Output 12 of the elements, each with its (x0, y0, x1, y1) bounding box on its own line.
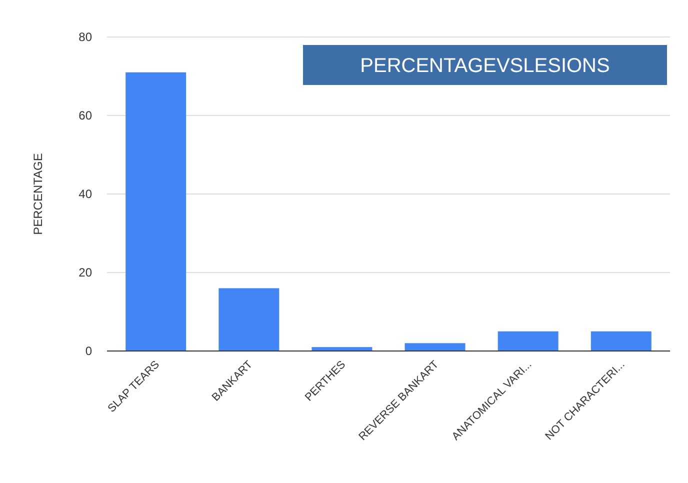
y-tick-label: 40 (78, 187, 92, 202)
y-tick-label: 60 (78, 108, 92, 123)
y-tick-label: 20 (78, 266, 92, 280)
bar (590, 331, 652, 351)
bar (218, 288, 280, 351)
bar (126, 72, 186, 351)
y-tick-label: 0 (85, 344, 92, 358)
text: PERCENTAGEVSLESIONS (360, 55, 610, 77)
bar (498, 331, 558, 351)
y-tick-label: 80 (78, 30, 92, 44)
y-axis-title: PERCENTAGE (31, 153, 45, 235)
bar (404, 343, 466, 351)
